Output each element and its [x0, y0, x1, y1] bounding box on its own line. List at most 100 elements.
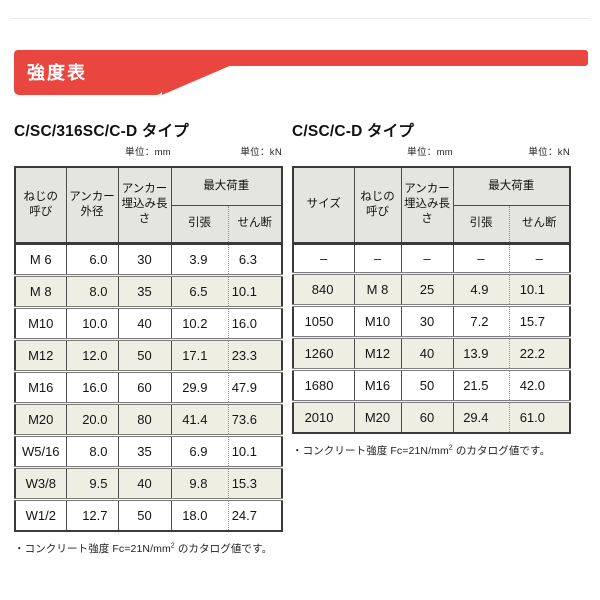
col-header-thread: ねじの 呼び — [15, 167, 67, 245]
banner-diagonal — [162, 50, 230, 95]
table-cell: 1050 — [293, 303, 355, 337]
table-cell: 50 — [401, 367, 454, 401]
table-cell: 13.9 — [453, 335, 510, 369]
table-cell: 30 — [118, 243, 172, 275]
table-cell: – — [293, 243, 355, 273]
table-cell: 1260 — [293, 335, 355, 369]
table-cell: 12.7 — [66, 497, 119, 531]
table-cell: 3.9 — [171, 243, 229, 275]
table-cell: 9.8 — [171, 465, 229, 499]
footnote: ・コンクリート強度 Fc=21N/mm2 のカタログ値です。 — [292, 444, 551, 457]
table-cell: 6.3 — [238, 251, 257, 267]
table-row: W1/2 12.7 50 18.0 24.7 — [15, 497, 282, 531]
table-cell: M16 — [354, 367, 402, 401]
table-cell: 6.9 — [171, 433, 229, 467]
table-cell: M 6 — [15, 243, 67, 275]
footnote: ・コンクリート強度 Fc=21N/mm2 のカタログ値です。 — [14, 542, 273, 555]
top-divider — [10, 18, 590, 19]
table-cell: 9.5 — [66, 465, 119, 499]
table-cell: M20 — [354, 399, 402, 433]
table-cell: 18.0 — [171, 497, 229, 531]
col-header-outer-diameter: アンカー 外径 — [66, 167, 119, 245]
col-header-size: サイズ — [293, 167, 355, 245]
table-row: W5/16 8.0 35 6.9 10.1 — [15, 433, 282, 467]
table-cell: W5/16 — [15, 433, 67, 467]
table-section-right: C/SC/C-D タイプ 単位：mm 単位：kN サイズ ねじの 呼び アンカー… — [292, 122, 571, 458]
units-row: 単位：mm 単位：kN — [14, 142, 282, 160]
table-cell: 15.3 — [228, 465, 282, 499]
table-row: M 8 8.0 35 6.5 10.1 — [15, 273, 282, 307]
table-cell: 41.4 — [171, 401, 229, 435]
table-cell: 50 — [118, 497, 172, 531]
table-cell: 8.0 — [66, 273, 119, 307]
strength-table: ねじの 呼び アンカー 外径 アンカー 埋込み長さ 最大荷重 引張 せん断 M … — [14, 166, 283, 532]
table-cell: 35 — [118, 273, 172, 307]
table-cell: 40 — [118, 305, 172, 339]
header-row: ねじの 呼び アンカー 外径 アンカー 埋込み長さ 最大荷重 — [15, 167, 282, 245]
table-cell: M 8 — [354, 271, 402, 305]
table-row: 1050 M10 30 7.2 15.7 — [293, 303, 570, 337]
table-cell: M12 — [15, 337, 67, 371]
table-cell: 73.6 — [228, 401, 282, 435]
col-header-tension: 引張 — [453, 205, 510, 245]
table-cell: 6.5 — [171, 273, 229, 307]
table-cell: 20.0 — [66, 401, 119, 435]
table-cell: 4.9 — [453, 271, 510, 305]
table-cell: 16.0 — [228, 305, 282, 339]
table-row: – – – – – — [293, 243, 570, 273]
table-row: 2010 M20 60 29.4 61.0 — [293, 399, 570, 433]
col-header-embedment: アンカー 埋込み長さ — [118, 167, 172, 245]
table-cell: 1680 — [293, 367, 355, 401]
banner-block — [14, 50, 163, 95]
table-cell: M10 — [354, 303, 402, 337]
table-row: M16 16.0 60 29.9 47.9 — [15, 369, 282, 403]
units-row: 単位：mm 単位：kN — [292, 142, 570, 160]
table-cell: 2010 — [293, 399, 355, 433]
table-cell: M 8 — [15, 273, 67, 307]
table-row: 840 M 8 25 4.9 10.1 — [293, 271, 570, 305]
table-cell: 29.9 — [171, 369, 229, 403]
table-cell: 60 — [118, 369, 172, 403]
col-header-thread: ねじの 呼び — [354, 167, 402, 245]
table-cell: 6.0 — [66, 243, 119, 275]
section-banner: 強度表 — [14, 50, 588, 95]
table-cell: 10.0 — [66, 305, 119, 339]
table-title: C/SC/C-D タイプ — [292, 123, 415, 140]
unit-mm-label: 単位：mm — [407, 147, 453, 158]
table-cell: 40 — [118, 465, 172, 499]
table-cell: 23.3 — [228, 337, 282, 371]
table-cell: M20 — [15, 401, 67, 435]
table-cell: 15.7 — [509, 303, 570, 337]
table-cell: 29.4 — [453, 399, 510, 433]
table-cell: W1/2 — [15, 497, 67, 531]
unit-mm-label: 単位：mm — [125, 147, 171, 158]
table-title: C/SC/316SC/C-D タイプ — [14, 123, 189, 140]
table-cell: – — [535, 250, 543, 266]
table-cell: 25 — [401, 271, 454, 305]
table-section-left: C/SC/316SC/C-D タイプ 単位：mm 単位：kN ねじの 呼び アン… — [14, 122, 283, 556]
table-cell: – — [453, 243, 510, 273]
table-cell: W3/8 — [15, 465, 67, 499]
table-row: M10 10.0 40 10.2 16.0 — [15, 305, 282, 339]
table-row: M20 20.0 80 41.4 73.6 — [15, 401, 282, 435]
table-cell: 40 — [401, 335, 454, 369]
table-cell: – — [401, 243, 454, 273]
col-header-embedment: アンカー 埋込み長さ — [401, 167, 454, 245]
table-cell: 21.5 — [453, 367, 510, 401]
table-cell: 10.1 — [509, 271, 570, 305]
table-cell: 60 — [401, 399, 454, 433]
table-cell: 22.2 — [509, 335, 570, 369]
table-cell: 10.2 — [171, 305, 229, 339]
table-cell: M10 — [15, 305, 67, 339]
table-row: 1260 M12 40 13.9 22.2 — [293, 335, 570, 369]
subheader-row: 引張 せん断 — [15, 205, 282, 245]
col-header-max-load: 最大荷重 — [453, 167, 570, 206]
header-row: サイズ ねじの 呼び アンカー 埋込み長さ 最大荷重 — [293, 167, 570, 245]
table-cell: 47.9 — [228, 369, 282, 403]
unit-kn-label: 単位：kN — [240, 147, 282, 158]
table-cell: M16 — [15, 369, 67, 403]
table-cell: 16.0 — [66, 369, 119, 403]
table-cell: 80 — [118, 401, 172, 435]
table-cell: 24.7 — [228, 497, 282, 531]
